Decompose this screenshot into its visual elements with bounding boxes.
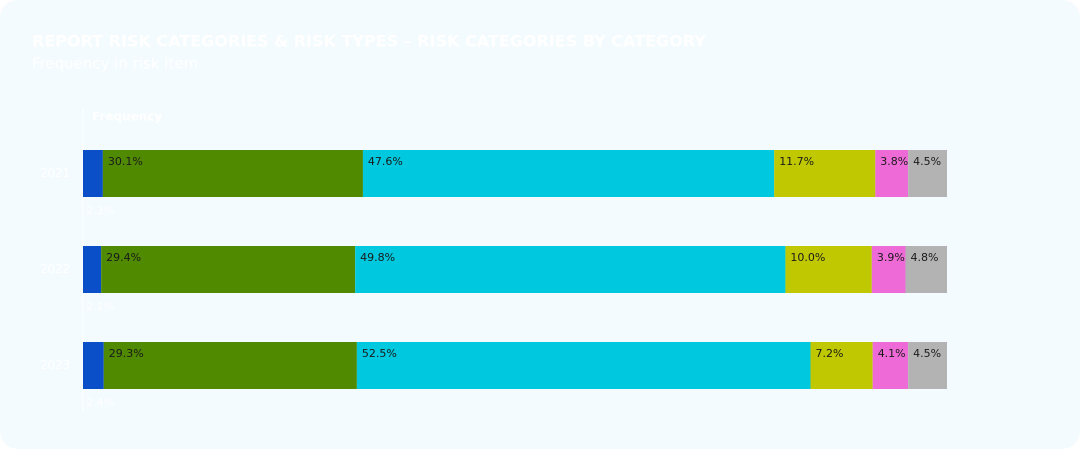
bar-segment (905, 246, 947, 293)
y-tick-label: 2021 (40, 166, 71, 180)
data-label: 29.3% (109, 347, 144, 360)
bar-segment (83, 342, 104, 389)
bar-segment (83, 246, 102, 293)
data-label: 4.5% (913, 347, 941, 360)
data-label: 52.5% (362, 347, 397, 360)
data-label: 10.0% (790, 251, 825, 264)
bar-segment (83, 150, 103, 197)
data-label: 47.6% (368, 155, 403, 168)
data-label: 11.7% (779, 155, 814, 168)
chart-subtitle: Frequency in risk item (32, 55, 198, 73)
bar-segment (871, 246, 906, 293)
y-tick-label: 2022 (40, 262, 71, 276)
bar-segment (785, 246, 872, 293)
bar-segment (875, 150, 909, 197)
chart-title: REPORT RISK CATEGORIES & RISK TYPES – RI… (32, 32, 706, 51)
bar-segment (101, 246, 356, 293)
data-label: 3.8% (880, 155, 908, 168)
bar-segment (102, 150, 363, 197)
data-label: 2.1% (86, 300, 114, 313)
data-label: 49.8% (360, 251, 395, 264)
bar-segment (908, 150, 947, 197)
bar-segment (103, 342, 357, 389)
bar-segment (362, 150, 775, 197)
data-label: 29.4% (106, 251, 141, 264)
data-label: 2.3% (86, 204, 114, 217)
bar-segment (810, 342, 873, 389)
data-label: 2.4% (86, 396, 114, 409)
bar-segment (356, 342, 811, 389)
axis-label: Frequency (92, 110, 162, 124)
bar-segment (774, 150, 876, 197)
data-label: 3.9% (877, 251, 905, 264)
data-label: 4.5% (913, 155, 941, 168)
bar-segment (872, 342, 909, 389)
data-label: 4.8% (911, 251, 939, 264)
data-label: 4.1% (878, 347, 906, 360)
bar-segment (355, 246, 786, 293)
y-tick-label: 2023 (40, 358, 71, 372)
data-label: 7.2% (815, 347, 843, 360)
bar-segment (908, 342, 947, 389)
data-label: 30.1% (108, 155, 143, 168)
